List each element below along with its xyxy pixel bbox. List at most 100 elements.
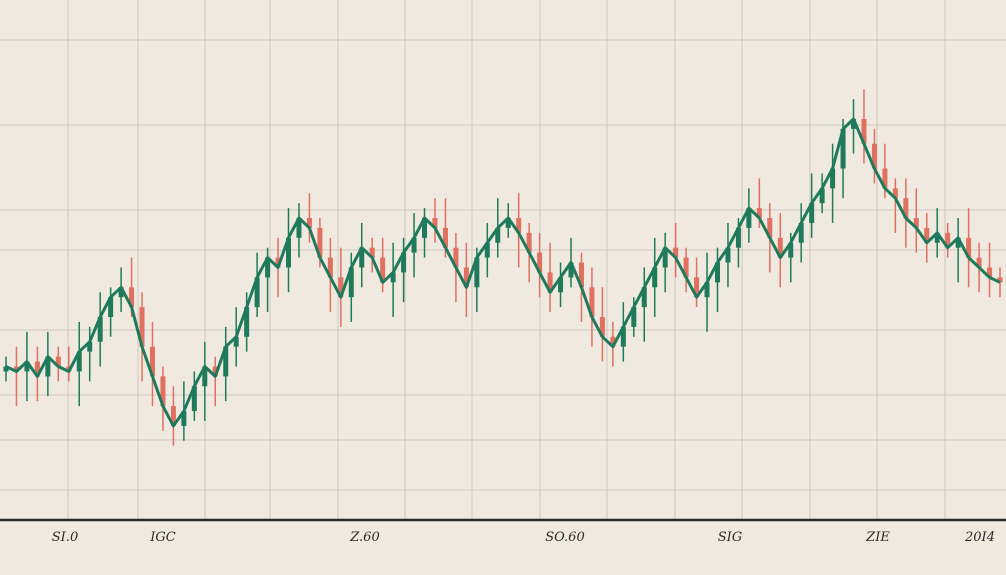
candle-body [945,232,951,248]
candles [3,89,1003,446]
candle-body [55,356,61,367]
candle-body [516,218,522,233]
candle-body [683,257,689,278]
candle-body [620,326,626,347]
candle-body [233,336,239,347]
candle-body [359,247,365,268]
candle-body [265,257,271,278]
candle-body [662,247,668,268]
candle-body [704,282,710,298]
candle-body [296,218,302,238]
candle-body [913,218,919,228]
candle-body [599,317,605,337]
candle-body [568,262,574,278]
candle-body [725,247,731,263]
candle-body [714,262,720,283]
candle-body [673,247,679,258]
x-tick-label: SIG [718,530,742,545]
candle-body [191,386,197,412]
candle-body [463,267,469,288]
candle-body [87,341,93,352]
candle-body [24,361,30,372]
candle-body [474,257,480,288]
candle-body [694,277,700,298]
x-tick-label: ZIE [865,530,890,545]
candle-body [903,198,909,218]
candle-body [756,208,762,218]
candle-body [181,411,187,426]
candle-body [861,119,867,144]
candle-body [422,218,428,238]
candle-body [558,277,564,293]
candle-body [798,222,804,243]
candle-body [338,277,344,298]
close-line [5,117,1001,428]
candle-body [547,272,553,293]
candle-body [453,247,459,268]
candle-body [997,277,1003,283]
candle-body [160,376,166,407]
candle-body [788,242,794,258]
candle-body [3,366,9,372]
x-tick-label: IGC [149,530,176,545]
candle-body [777,237,783,258]
candle-body [149,346,155,377]
candle-body [871,143,877,169]
candle-body [537,252,543,273]
candle-body [411,237,417,253]
candle-body [578,262,584,288]
candle-body [830,168,836,189]
candle-body [442,227,448,248]
candle-body [390,272,396,283]
candle-body [641,287,647,308]
candle-body [976,257,982,268]
candle-body [317,227,323,258]
candle-body [45,356,51,377]
candle-body [631,307,637,327]
candle-body [275,257,281,268]
candle-body [735,227,741,248]
x-tick-label: SI.0 [52,530,78,545]
candle-body [306,218,312,228]
x-axis-ticks: SI.0 IGC Z.60 SO.60 SIG ZIE 20I4 [52,530,995,545]
candle-body [34,361,40,377]
candle-body [966,237,972,258]
candle-body [369,247,375,258]
candle-body [139,307,145,347]
candle-body [97,317,103,342]
candle-body [286,237,292,268]
candle-body [118,287,124,298]
candle-body [819,188,825,204]
candle-body [882,168,888,189]
candle-body [108,297,114,317]
candle-body [924,227,930,243]
candle-body [223,346,229,377]
x-tick-label: SO.60 [545,530,584,545]
candle-body [851,119,857,129]
candle-body [955,237,961,248]
candle-body [13,366,19,372]
candle-body [809,203,815,223]
candle-body [432,218,438,228]
candle-body [348,267,354,298]
candle-body [254,277,260,308]
candle-body [840,128,846,169]
candle-body [892,188,898,199]
candle-body [767,218,773,238]
candle-body [610,336,616,347]
candle-body [589,287,595,317]
candle-body [327,257,333,278]
candle-body [505,218,511,228]
candle-body [76,351,82,372]
candle-body [652,267,658,288]
candle-body [987,267,993,278]
x-tick-label: Z.60 [349,530,379,545]
candle-body [934,232,940,243]
candle-body [380,257,386,283]
candle-body [526,232,532,253]
candle-body [170,406,176,426]
candle-body [401,252,407,273]
candle-body [495,227,501,243]
